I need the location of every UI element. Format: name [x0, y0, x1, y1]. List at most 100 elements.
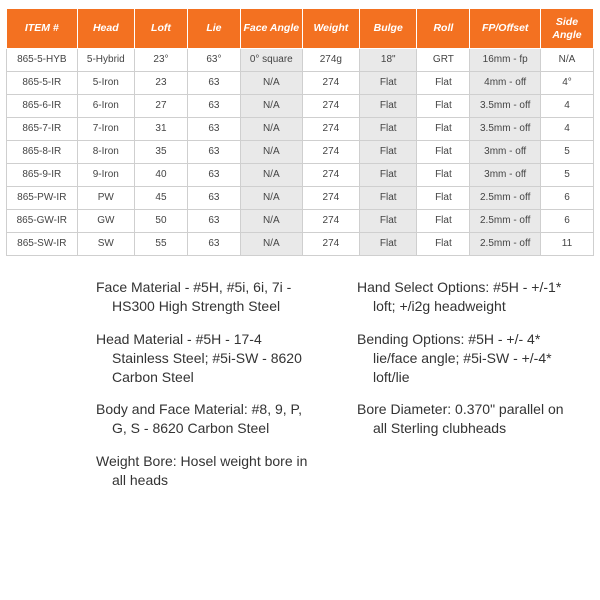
table-cell: 2.5mm - off	[470, 187, 541, 210]
notes-left-column: Face Material - #5H, #5i, 6i, 7i - HS300…	[96, 278, 313, 504]
table-row: 865-GW-IRGW5063N/A274FlatFlat2.5mm - off…	[7, 210, 594, 233]
table-cell: 4°	[540, 72, 593, 95]
table-cell: Flat	[417, 72, 470, 95]
spec-notes: Face Material - #5H, #5i, 6i, 7i - HS300…	[6, 256, 594, 504]
table-row: 865-7-IR7-Iron3163N/A274FlatFlat3.5mm - …	[7, 118, 594, 141]
col-header: Loft	[134, 9, 187, 49]
table-cell: 274g	[302, 49, 359, 72]
col-header: Bulge	[360, 9, 417, 49]
table-row: 865-5-HYB5-Hybrid23°63°0° square274g18"G…	[7, 49, 594, 72]
table-cell: 8-Iron	[77, 141, 134, 164]
table-cell: 63	[187, 95, 240, 118]
table-cell: Flat	[360, 233, 417, 256]
table-cell: 274	[302, 210, 359, 233]
table-cell: 55	[134, 233, 187, 256]
col-header: ITEM #	[7, 9, 78, 49]
table-cell: Flat	[360, 164, 417, 187]
table-cell: 6-Iron	[77, 95, 134, 118]
table-row: 865-PW-IRPW4563N/A274FlatFlat2.5mm - off…	[7, 187, 594, 210]
notes-right-column: Hand Select Options: #5H - +/-1* loft; +…	[357, 278, 574, 504]
note-item: Hand Select Options: #5H - +/-1* loft; +…	[357, 278, 574, 316]
table-cell: GW	[77, 210, 134, 233]
table-cell: 865-7-IR	[7, 118, 78, 141]
table-cell: 50	[134, 210, 187, 233]
note-item: Head Material - #5H - 17-4 Stainless Ste…	[96, 330, 313, 387]
table-cell: 3.5mm - off	[470, 95, 541, 118]
table-cell: Flat	[417, 141, 470, 164]
table-cell: 11	[540, 233, 593, 256]
note-item: Body and Face Material: #8, 9, P, G, S -…	[96, 400, 313, 438]
table-cell: Flat	[360, 95, 417, 118]
table-cell: Flat	[360, 72, 417, 95]
table-cell: N/A	[540, 49, 593, 72]
table-cell: Flat	[360, 210, 417, 233]
table-cell: 40	[134, 164, 187, 187]
table-cell: 865-PW-IR	[7, 187, 78, 210]
col-header: Head	[77, 9, 134, 49]
table-cell: 4mm - off	[470, 72, 541, 95]
table-cell: 5	[540, 141, 593, 164]
table-cell: 274	[302, 233, 359, 256]
table-row: 865-SW-IRSW5563N/A274FlatFlat2.5mm - off…	[7, 233, 594, 256]
table-cell: Flat	[360, 118, 417, 141]
spec-table: ITEM #HeadLoftLieFace AngleWeightBulgeRo…	[6, 8, 594, 256]
table-cell: 5	[540, 164, 593, 187]
table-cell: Flat	[417, 118, 470, 141]
note-item: Face Material - #5H, #5i, 6i, 7i - HS300…	[96, 278, 313, 316]
table-cell: 865-SW-IR	[7, 233, 78, 256]
col-header: FP/Offset	[470, 9, 541, 49]
table-cell: 274	[302, 72, 359, 95]
table-cell: 274	[302, 118, 359, 141]
table-cell: 3mm - off	[470, 164, 541, 187]
col-header: Face Angle	[240, 9, 302, 49]
table-cell: 5-Iron	[77, 72, 134, 95]
table-cell: N/A	[240, 210, 302, 233]
table-cell: Flat	[417, 210, 470, 233]
table-cell: N/A	[240, 187, 302, 210]
table-cell: 274	[302, 141, 359, 164]
table-cell: GRT	[417, 49, 470, 72]
table-cell: Flat	[417, 187, 470, 210]
table-cell: 274	[302, 95, 359, 118]
table-cell: 63	[187, 233, 240, 256]
table-cell: 4	[540, 118, 593, 141]
table-cell: 7-Iron	[77, 118, 134, 141]
table-cell: 865-GW-IR	[7, 210, 78, 233]
table-cell: 865-6-IR	[7, 95, 78, 118]
table-row: 865-8-IR8-Iron3563N/A274FlatFlat3mm - of…	[7, 141, 594, 164]
table-cell: 63	[187, 164, 240, 187]
table-cell: Flat	[417, 164, 470, 187]
table-cell: PW	[77, 187, 134, 210]
table-cell: 63	[187, 141, 240, 164]
table-cell: 2.5mm - off	[470, 210, 541, 233]
table-cell: 865-5-HYB	[7, 49, 78, 72]
table-cell: N/A	[240, 233, 302, 256]
col-header: Weight	[302, 9, 359, 49]
table-cell: 45	[134, 187, 187, 210]
col-header: Roll	[417, 9, 470, 49]
table-cell: 865-9-IR	[7, 164, 78, 187]
table-cell: 865-8-IR	[7, 141, 78, 164]
table-cell: 27	[134, 95, 187, 118]
table-cell: 6	[540, 210, 593, 233]
table-cell: Flat	[417, 95, 470, 118]
table-row: 865-5-IR5-Iron2363N/A274FlatFlat4mm - of…	[7, 72, 594, 95]
table-cell: 9-Iron	[77, 164, 134, 187]
table-cell: 16mm - fp	[470, 49, 541, 72]
table-cell: 63	[187, 72, 240, 95]
note-item: Bore Diameter: 0.370" parallel on all St…	[357, 400, 574, 438]
table-cell: 5-Hybrid	[77, 49, 134, 72]
table-cell: 23	[134, 72, 187, 95]
note-item: Bending Options: #5H - +/- 4* lie/face a…	[357, 330, 574, 387]
table-header-row: ITEM #HeadLoftLieFace AngleWeightBulgeRo…	[7, 9, 594, 49]
table-cell: N/A	[240, 164, 302, 187]
table-cell: 63	[187, 210, 240, 233]
table-cell: 18"	[360, 49, 417, 72]
table-cell: 63	[187, 187, 240, 210]
table-cell: N/A	[240, 95, 302, 118]
table-cell: 274	[302, 187, 359, 210]
table-cell: 274	[302, 164, 359, 187]
table-cell: 3.5mm - off	[470, 118, 541, 141]
table-cell: 31	[134, 118, 187, 141]
table-cell: 865-5-IR	[7, 72, 78, 95]
